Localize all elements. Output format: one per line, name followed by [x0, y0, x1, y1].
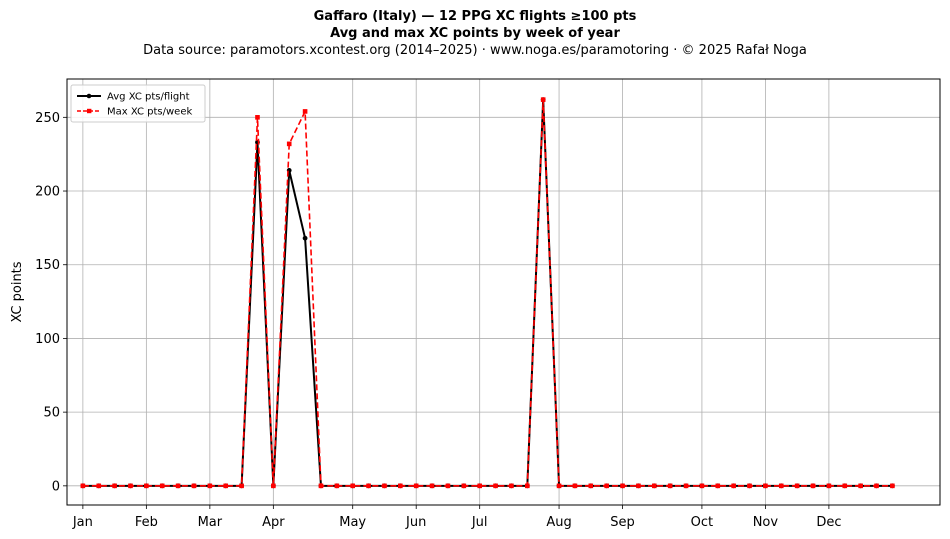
series-point	[842, 483, 848, 489]
y-tick-label: 150	[35, 258, 60, 273]
series-point	[318, 483, 324, 489]
y-tick-label: 100	[35, 332, 60, 347]
series-point	[778, 483, 784, 489]
legend-marker	[86, 93, 92, 99]
series-point	[858, 483, 863, 489]
y-tick-label: 50	[43, 406, 60, 421]
series-point	[477, 483, 482, 489]
series-point	[223, 483, 229, 489]
series-point	[286, 141, 292, 147]
x-tick-label: Feb	[135, 515, 158, 530]
series-point	[636, 483, 641, 489]
x-tick-label: Aug	[546, 515, 571, 530]
series-point	[398, 483, 403, 489]
series-point	[191, 483, 197, 489]
series-point	[239, 483, 244, 489]
series-point	[429, 483, 435, 489]
y-axis-label: XC points	[10, 261, 25, 322]
series-point	[794, 483, 800, 489]
grid-lines	[67, 79, 940, 505]
x-tick-label: Nov	[753, 515, 779, 530]
legend-label: Max XC pts/week	[107, 107, 192, 118]
series-point	[651, 483, 657, 489]
legend: Avg XC pts/flight Max XC pts/week	[70, 84, 206, 123]
plot-frame	[66, 78, 941, 506]
legend-label: Avg XC pts/flight	[107, 92, 190, 103]
chart-subtitle: Avg and max XC points by week of year	[330, 26, 620, 41]
x-tick-label: Sep	[610, 515, 635, 530]
series-point	[588, 483, 594, 489]
series-point	[890, 483, 895, 489]
chart-title: Gaffaro (Italy) — 12 PPG XC flights ≥100…	[313, 9, 637, 24]
series-point	[874, 483, 879, 489]
series-point	[699, 483, 705, 489]
x-tick-label: Dec	[816, 515, 841, 530]
series-point	[493, 483, 498, 489]
title-block: Gaffaro (Italy) — 12 PPG XC flights ≥100…	[0, 8, 950, 59]
series-point	[604, 483, 609, 489]
data-source-line: Data source: paramotors.xcontest.org (20…	[143, 43, 807, 58]
series-point	[255, 115, 260, 120]
y-tick-label: 0	[52, 479, 60, 494]
series-point	[96, 483, 102, 489]
series-point	[461, 483, 467, 489]
series-point	[667, 483, 673, 489]
series-point	[556, 483, 562, 489]
series-point	[175, 483, 181, 489]
series-point	[810, 483, 816, 489]
series-point	[540, 97, 546, 102]
axis-ticks: Jan Feb Mar Apr May Jun Jul Aug Sep Oct Nov Dec 0 50 1…	[35, 111, 841, 530]
series-point	[683, 483, 689, 489]
series-point	[334, 483, 340, 489]
series-point	[302, 235, 308, 241]
x-tick-label: Mar	[198, 515, 223, 530]
series-point	[382, 483, 387, 489]
series-point	[366, 483, 371, 489]
legend-box	[70, 84, 206, 123]
series-point	[350, 483, 356, 489]
series-layer	[80, 97, 895, 489]
series-point	[715, 483, 721, 489]
series-point	[159, 483, 165, 489]
x-tick-label: Apr	[262, 515, 285, 530]
series-line-1	[82, 98, 893, 487]
legend-marker	[87, 108, 92, 114]
series-point	[271, 483, 276, 489]
series-point	[826, 483, 832, 489]
x-tick-label: Jan	[72, 515, 93, 530]
series-point	[572, 483, 578, 489]
y-tick-label: 250	[35, 111, 60, 126]
series-point	[445, 483, 451, 489]
series-point	[302, 109, 308, 114]
series-point	[80, 483, 86, 489]
y-tick-label: 200	[35, 185, 60, 200]
series-line-2	[82, 98, 893, 487]
series-point	[128, 483, 133, 489]
x-tick-label: Jul	[471, 515, 488, 530]
series-point	[620, 483, 625, 489]
series-point	[763, 483, 768, 489]
series-point	[144, 483, 149, 489]
x-tick-label: Oct	[691, 515, 713, 530]
series-point	[525, 483, 530, 489]
series-point	[747, 483, 752, 489]
series-point	[509, 483, 514, 489]
series-point	[112, 483, 117, 489]
x-tick-label: May	[339, 515, 366, 530]
x-tick-label: Jun	[405, 515, 426, 530]
series-point	[207, 483, 213, 489]
series-point	[413, 483, 419, 489]
series-point	[731, 483, 736, 489]
